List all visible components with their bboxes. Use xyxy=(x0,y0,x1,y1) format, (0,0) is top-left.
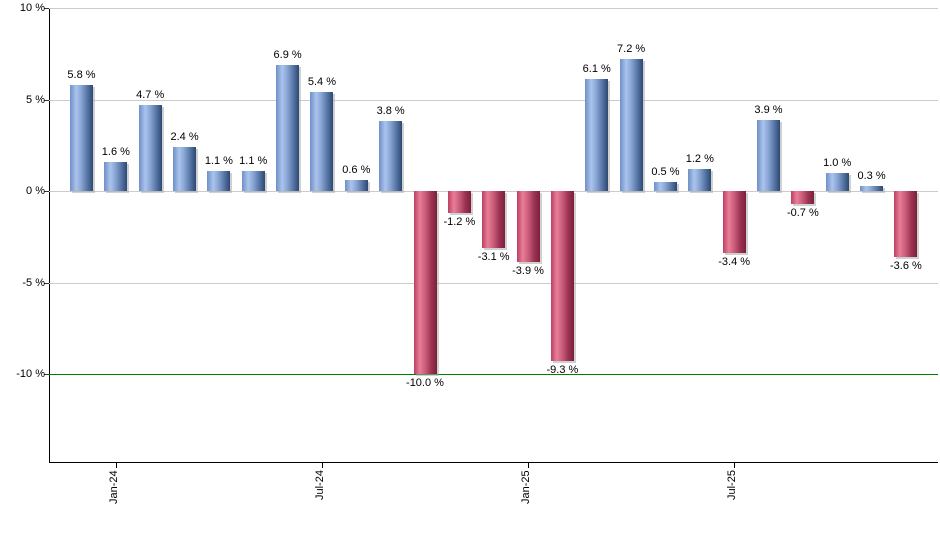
bar-value-label: 6.9 % xyxy=(273,49,302,61)
bar-Aug-24[interactable] xyxy=(344,180,368,191)
threshold-line-minus10 xyxy=(49,374,938,375)
bar-value-label: 1.6 % xyxy=(101,146,130,158)
bar-value-label: -10.0 % xyxy=(406,377,444,389)
bar-value-label: 0.3 % xyxy=(857,170,886,182)
bar-Mar-24[interactable] xyxy=(173,147,197,191)
y-axis-tick-label: 5 % xyxy=(26,94,45,106)
bar-value-label: 3.9 % xyxy=(754,104,783,116)
y-axis-tick xyxy=(44,100,49,101)
bar-value-label: -3.9 % xyxy=(512,265,544,277)
bar-value-label: 4.7 % xyxy=(136,89,165,101)
bar-value-label: 7.2 % xyxy=(617,43,646,55)
bar-Feb-25[interactable] xyxy=(550,191,574,361)
x-axis-tick xyxy=(322,463,323,468)
bar-value-label: -3.4 % xyxy=(718,256,751,268)
bar-value-label: -1.2 % xyxy=(443,216,476,228)
bar-value-label: 1.1 % xyxy=(204,155,233,167)
gridline--5pct xyxy=(49,283,938,284)
bar-Jun-24[interactable] xyxy=(276,65,300,191)
bar-Nov-25[interactable] xyxy=(860,186,884,191)
bar-value-label: 3.8 % xyxy=(376,105,405,117)
bar-value-label: 5.4 % xyxy=(307,76,336,88)
y-axis-tick xyxy=(44,191,49,192)
bar-value-label: -3.1 % xyxy=(477,251,510,263)
y-axis-tick-label: 0 % xyxy=(26,185,45,197)
x-axis-tick xyxy=(734,463,735,468)
bar-Oct-24[interactable] xyxy=(413,191,437,374)
bar-Sep-24[interactable] xyxy=(379,121,403,191)
bar-Apr-24[interactable] xyxy=(207,171,231,191)
bar-value-label: -9.3 % xyxy=(546,364,579,376)
bar-Apr-25[interactable] xyxy=(619,59,643,191)
bar-Jan-25[interactable] xyxy=(516,191,540,262)
bar-Jun-25[interactable] xyxy=(688,169,712,191)
bar-Oct-25[interactable] xyxy=(825,173,849,191)
y-axis-line xyxy=(49,8,50,463)
bar-value-label: 0.6 % xyxy=(342,164,371,176)
bar-value-label: -0.7 % xyxy=(786,207,819,219)
y-axis-tick xyxy=(44,8,49,9)
bar-value-label: 1.2 % xyxy=(685,153,714,165)
y-axis-tick-label: -5 % xyxy=(22,277,45,289)
bar-Mar-25[interactable] xyxy=(585,79,609,191)
bar-Feb-24[interactable] xyxy=(138,105,162,191)
y-axis-tick xyxy=(44,283,49,284)
bar-value-label: 5.8 % xyxy=(67,69,96,81)
x-axis-tick-label: Jul-25 xyxy=(726,470,738,500)
bar-Dec-25[interactable] xyxy=(894,191,918,257)
bar-Dec-23[interactable] xyxy=(70,85,93,191)
bar-Nov-24[interactable] xyxy=(447,191,471,213)
x-axis-tick-label: Jan-25 xyxy=(520,470,532,504)
bar-Jan-24[interactable] xyxy=(104,162,128,191)
y-axis-tick-label: -10 % xyxy=(16,368,45,380)
x-axis-tick xyxy=(528,463,529,468)
bar-Aug-25[interactable] xyxy=(757,120,780,191)
x-axis-tick-label: Jan-24 xyxy=(108,470,120,504)
bar-Sep-25[interactable] xyxy=(791,191,815,204)
bar-value-label: 1.1 % xyxy=(239,155,268,167)
y-axis-tick xyxy=(44,374,49,375)
bar-Dec-24[interactable] xyxy=(482,191,506,248)
bar-May-24[interactable] xyxy=(241,171,265,191)
x-axis-tick-label: Jul-24 xyxy=(314,470,326,500)
x-axis-line xyxy=(49,462,938,463)
x-axis-tick xyxy=(116,463,117,468)
bar-value-label: 1.0 % xyxy=(823,157,852,169)
bar-Jul-25[interactable] xyxy=(722,191,746,253)
bar-value-label: 2.4 % xyxy=(170,131,199,143)
bar-value-label: 0.5 % xyxy=(651,166,680,178)
bar-Jul-24[interactable] xyxy=(310,92,334,191)
gridline-10pct xyxy=(49,8,938,9)
bar-value-label: 6.1 % xyxy=(582,63,611,75)
bar-May-25[interactable] xyxy=(653,182,677,191)
bar-value-label: -3.6 % xyxy=(889,260,922,272)
y-axis-tick-label: 10 % xyxy=(19,2,45,14)
gridline-5pct xyxy=(49,100,938,101)
